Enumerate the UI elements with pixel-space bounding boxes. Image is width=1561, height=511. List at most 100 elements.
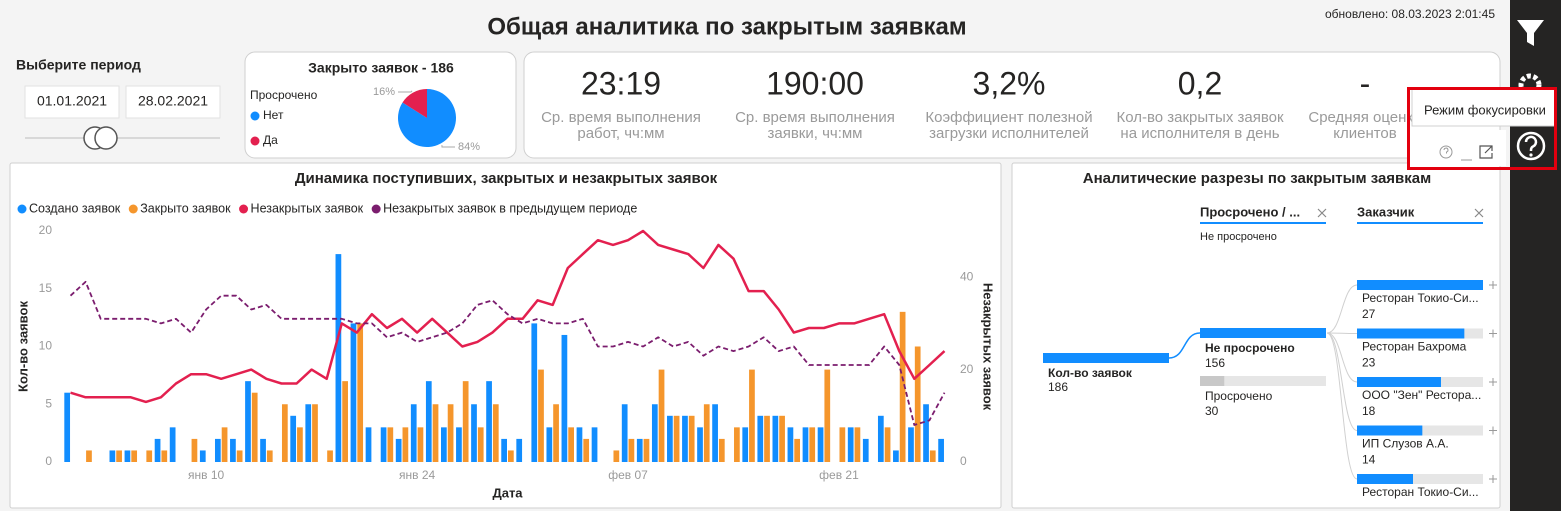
tree-column-filter: Не просрочено — [1200, 231, 1277, 243]
kpi-label: Ср. время выполнения — [541, 109, 701, 126]
bar — [643, 438, 650, 462]
tree-connector — [1326, 284, 1358, 334]
tree-column-header: Просрочено / ... — [1200, 204, 1300, 219]
bar — [591, 427, 598, 462]
kpi-label: Коэффициент полезной — [925, 109, 1092, 126]
bar — [884, 427, 891, 462]
kpi-label: загрузки исполнителей — [929, 125, 1089, 142]
legend-marker — [250, 136, 260, 146]
help-icon[interactable] — [1516, 131, 1546, 161]
bar — [350, 323, 357, 462]
bar — [432, 404, 439, 462]
bar — [477, 427, 484, 462]
date-box[interactable] — [125, 85, 221, 119]
tree-connector — [1326, 332, 1358, 383]
expand-icon — [1489, 329, 1497, 338]
tree-node-label: Ресторан Бахрома — [1362, 340, 1467, 354]
date-from[interactable]: 01.01.2021 — [37, 93, 107, 109]
bar — [749, 369, 755, 462]
bar — [169, 427, 176, 462]
bar — [441, 427, 447, 462]
bar — [628, 438, 635, 462]
bar — [342, 381, 348, 462]
line — [70, 229, 946, 404]
legend-marker — [239, 204, 249, 214]
tree-node-value: 14 — [1362, 453, 1376, 467]
legend-title: Просрочено — [250, 88, 318, 102]
bar — [365, 427, 372, 462]
bar — [712, 404, 718, 462]
kpi-label: заявки, чч:мм — [767, 125, 862, 142]
kpi-value: 190:00 — [766, 65, 864, 101]
bar — [501, 438, 507, 462]
bar — [854, 427, 861, 462]
kpi-label: клиентов — [1333, 125, 1397, 142]
bar — [621, 404, 628, 462]
kpi-label: Кол-во закрытых заявок — [1116, 109, 1284, 126]
bar — [214, 438, 221, 462]
bar — [908, 427, 914, 462]
bar — [230, 438, 236, 462]
kpi-value: 0,2 — [1178, 65, 1222, 101]
bar — [116, 450, 122, 462]
bar — [462, 381, 469, 462]
bar — [703, 404, 710, 462]
bar — [636, 438, 643, 462]
bar — [899, 311, 906, 462]
period-slicer: Выберите период 01.01.2021 28.02.2021 — [16, 57, 221, 150]
tree-node-value: 186 — [1048, 380, 1068, 394]
date-to[interactable]: 28.02.2021 — [138, 93, 208, 109]
bar — [492, 404, 499, 462]
y-axis-title: Кол-во заявок — [15, 301, 30, 392]
bar — [779, 415, 785, 462]
remove-icon — [1474, 208, 1484, 218]
line — [69, 280, 946, 426]
expand-icon — [1489, 378, 1497, 386]
bar — [508, 450, 514, 462]
y2-tick-label: 20 — [960, 362, 974, 376]
bar — [794, 438, 801, 462]
tree-connector — [1326, 332, 1358, 480]
bar — [772, 415, 779, 462]
bar — [297, 427, 303, 462]
legend-marker — [128, 204, 138, 214]
bar — [923, 404, 929, 462]
expand-icon — [1489, 475, 1497, 483]
y2-axis-title: Незакрытых заявок — [981, 283, 996, 411]
bar — [417, 427, 424, 462]
bar — [335, 254, 342, 462]
x-tick-label: янв 24 — [399, 468, 436, 482]
help-glyph-dot — [1529, 153, 1533, 157]
bar — [553, 404, 559, 462]
info-icon[interactable] — [1439, 145, 1453, 159]
bar — [199, 450, 206, 462]
bar — [576, 427, 583, 462]
leader-line — [441, 145, 455, 148]
bar — [682, 415, 688, 462]
tree-node-label: Кол-во заявок — [1048, 366, 1133, 380]
filter-icon[interactable] — [1517, 20, 1544, 46]
y-tick-label: 20 — [39, 223, 53, 237]
bar — [221, 427, 228, 462]
tree-bar — [1043, 353, 1169, 363]
kpi-value: 3,2% — [973, 65, 1046, 101]
legend-marker — [371, 204, 381, 214]
bar — [817, 427, 824, 462]
bar — [266, 450, 273, 462]
bar — [561, 334, 568, 462]
slider-handle[interactable] — [94, 126, 118, 150]
tree-node-label: ООО "Зен" Рестора... — [1362, 388, 1481, 402]
bar — [697, 427, 703, 462]
bar — [757, 415, 764, 462]
bar — [568, 427, 574, 462]
bar — [673, 415, 680, 462]
bar — [245, 381, 251, 462]
tree-node-label: Ресторан Токио-Си... — [1362, 291, 1479, 305]
bar — [531, 323, 538, 462]
bar — [847, 427, 854, 462]
bar — [914, 346, 921, 462]
focus-mode-icon[interactable] — [1479, 145, 1493, 159]
date-box[interactable] — [24, 85, 120, 119]
